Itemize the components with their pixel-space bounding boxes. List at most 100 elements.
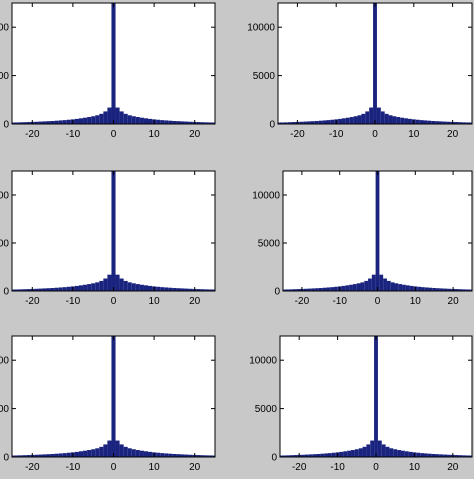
histogram-bar [107,274,112,291]
histogram-bar [353,116,358,124]
x-tick-label: 10 [409,462,421,473]
histogram-bar [470,122,472,124]
histogram-bar [26,122,31,124]
histogram-bar [111,171,116,291]
histogram-bar [127,448,132,457]
histogram-bar [404,118,408,124]
histogram-bar [115,274,120,291]
histogram-bar [212,122,215,124]
histogram-bar [362,446,367,457]
x-tick-label: -20 [295,296,310,307]
histogram-bar [390,282,395,291]
histogram-bar [356,283,361,291]
histogram-bar [50,288,55,291]
histogram-bar [462,122,467,124]
histogram-bar [180,121,185,124]
x-tick-label: 20 [189,296,201,307]
histogram-bar [389,448,394,457]
histogram-bar [364,280,369,291]
histogram-bar [42,121,47,124]
histogram-bar [285,455,290,457]
y-tick-label: 5000 [258,239,281,250]
histogram-bar [107,440,112,457]
histogram-bar [42,288,47,291]
x-tick-label: 20 [447,462,459,473]
histogram-bar [139,117,144,124]
histogram-bar [377,440,382,457]
histogram-bar [135,284,140,291]
y-tick-label: 00 [0,356,9,367]
histogram-bar [296,289,301,291]
histogram-bar [208,455,213,457]
histogram-bar [12,289,15,291]
histogram-bar [320,453,325,457]
x-tick-label: 10 [149,129,161,140]
histogram-bar [357,115,362,124]
histogram-bar [458,289,463,291]
x-tick-label: 10 [149,296,161,307]
histogram-bar [99,113,104,124]
histogram-bar [330,119,335,124]
histogram-bar [95,115,100,124]
histogram-bar [345,285,350,291]
histogram-bar [95,282,100,291]
histogram-bar [208,122,213,124]
histogram-bar [420,453,424,457]
histogram-bar [22,455,27,457]
x-tick-label: 10 [408,129,420,140]
histogram-bar [281,455,286,457]
histogram-bar [326,120,331,124]
histogram-bar [66,119,71,124]
histogram-bar [400,450,405,457]
histogram-bar [164,120,169,124]
histogram-bar [439,121,443,124]
histogram-bar [74,285,79,291]
histogram-bar [385,446,390,457]
histogram-bar [400,117,405,124]
histogram-bar [87,450,92,457]
x-tick-label: 10 [149,462,161,473]
histogram-bar [283,289,285,291]
histogram-bar [342,118,346,124]
histogram-bar [74,451,79,457]
x-tick-label: 0 [111,129,117,140]
histogram-bar [119,111,124,124]
histogram-bar [427,453,432,457]
histogram-bar [375,171,380,291]
histogram-bar [54,120,59,124]
histogram-bar [283,122,288,124]
histogram-bar [127,115,132,124]
histogram-bar [18,289,23,291]
histogram-bar [50,120,55,124]
histogram-bar [334,286,338,291]
histogram-bar [168,287,173,291]
histogram-bar [431,453,436,457]
histogram-bar [95,448,100,457]
x-tick-label: 0 [373,462,379,473]
histogram-bar [115,107,120,124]
histogram-bar [428,287,433,291]
histogram-bar [318,288,323,291]
histogram-bar [443,288,448,291]
histogram-bar [307,288,312,291]
histogram-bar [135,117,140,124]
histogram-bar [168,453,173,457]
histogram-bar [184,121,189,124]
histogram-bar [14,122,19,124]
histogram-bar [200,289,205,291]
histogram-bar [339,451,344,457]
histogram-bar [366,444,371,457]
histogram-bar [143,451,149,457]
histogram-bar [103,278,108,291]
y-tick-label: 0 [3,453,9,464]
histogram-bar [176,454,181,457]
histogram-bar [308,454,313,457]
histogram-bar [172,288,177,291]
histogram-bar [368,278,372,291]
histogram-bar [278,122,280,124]
histogram-bar [87,284,92,291]
histogram-bar [287,122,292,124]
histogram-bar [14,289,19,291]
